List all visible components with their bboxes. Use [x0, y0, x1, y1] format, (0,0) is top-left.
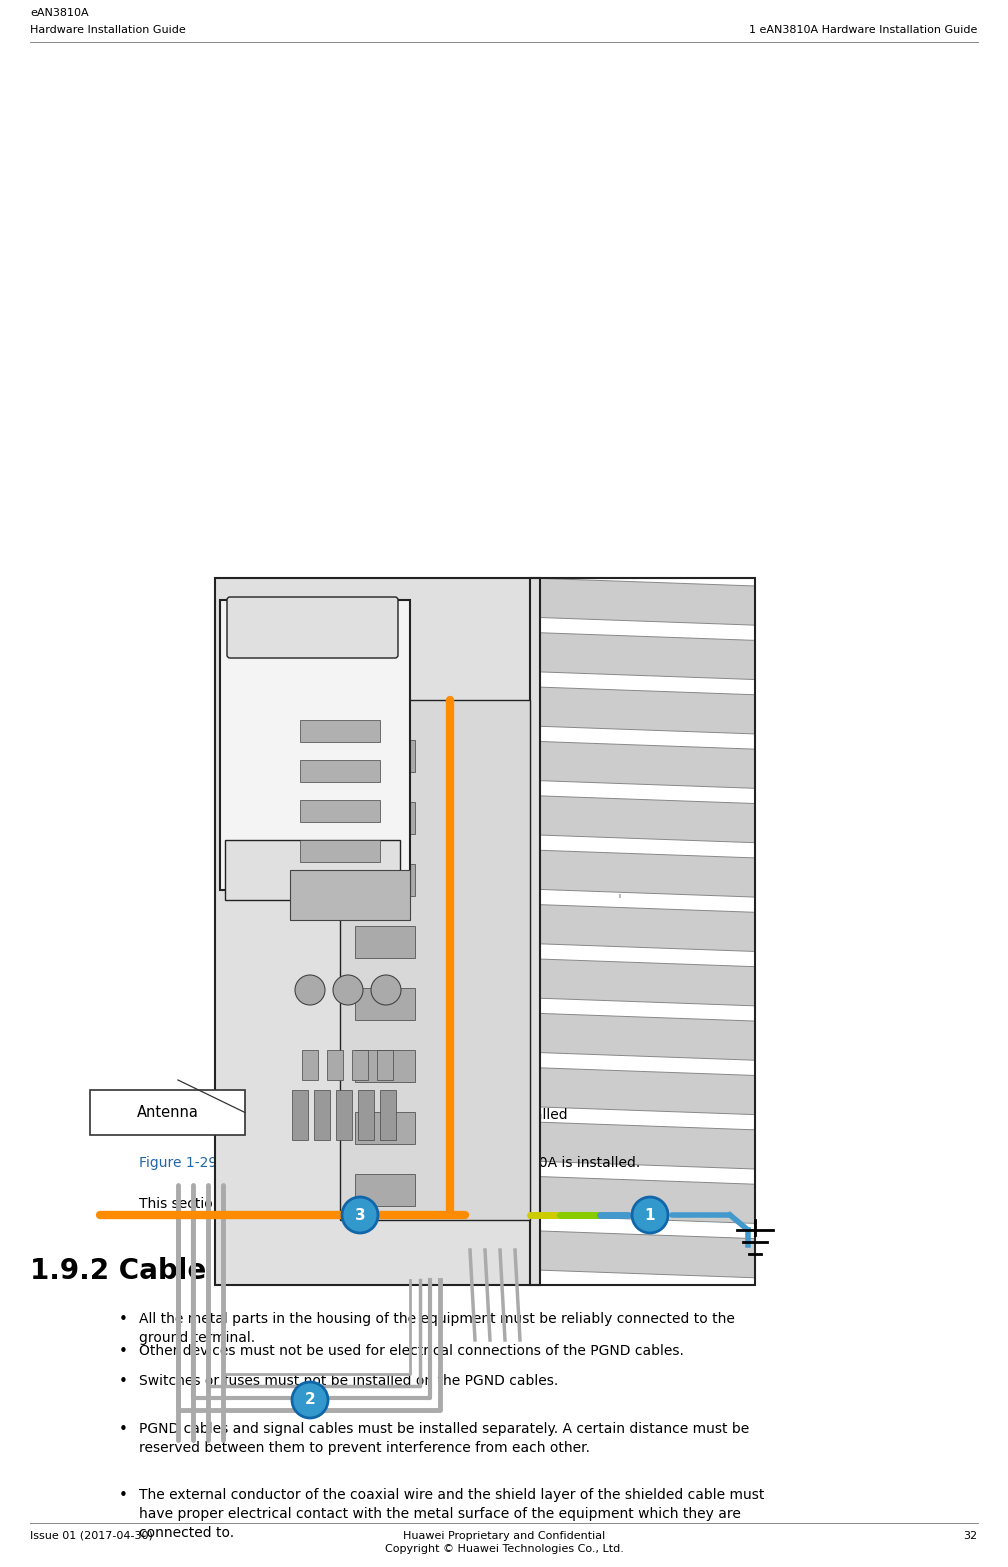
Text: •: •: [119, 1312, 128, 1327]
Bar: [300, 719, 380, 743]
Polygon shape: [530, 1122, 755, 1169]
Polygon shape: [220, 600, 410, 890]
Polygon shape: [530, 1014, 755, 1061]
Text: Huawei Proprietary and Confidential
Copyright © Huawei Technologies Co., Ltd.: Huawei Proprietary and Confidential Copy…: [385, 1531, 623, 1554]
Bar: [352, 1050, 368, 1080]
Bar: [302, 1050, 318, 1080]
Text: 2: 2: [304, 1393, 316, 1407]
Circle shape: [295, 975, 325, 1004]
Circle shape: [333, 975, 363, 1004]
Polygon shape: [530, 849, 755, 896]
Bar: [292, 1091, 308, 1141]
Text: Switches or fuses must not be installed on the PGND cables.: Switches or fuses must not be installed …: [139, 1374, 558, 1388]
Bar: [355, 1050, 415, 1081]
Text: ': ': [618, 893, 622, 907]
Text: Figure 1-29: Figure 1-29: [139, 1108, 229, 1122]
FancyBboxPatch shape: [227, 597, 398, 658]
Bar: [358, 1091, 374, 1141]
Text: Cable connections when an eAN3810A is installed: Cable connections when an eAN3810A is in…: [216, 1108, 568, 1122]
Bar: [327, 1050, 343, 1080]
Text: 1: 1: [645, 1208, 655, 1222]
Circle shape: [292, 1382, 328, 1418]
Bar: [355, 863, 415, 896]
Bar: [215, 578, 540, 1285]
Bar: [355, 802, 415, 834]
Bar: [530, 578, 755, 1285]
Bar: [300, 801, 380, 823]
Polygon shape: [530, 1230, 755, 1277]
Text: Antenna: Antenna: [136, 1105, 199, 1120]
Bar: [355, 740, 415, 773]
Text: 3: 3: [355, 1208, 365, 1222]
Text: All the metal parts in the housing of the equipment must be reliably connected t: All the metal parts in the housing of th…: [139, 1312, 735, 1344]
Bar: [355, 926, 415, 957]
Bar: [355, 989, 415, 1020]
Polygon shape: [530, 686, 755, 733]
Polygon shape: [530, 1177, 755, 1224]
Polygon shape: [530, 741, 755, 788]
Text: This section describes eAN3810A cable connections.: This section describes eAN3810A cable co…: [139, 1197, 504, 1211]
Bar: [90, 1091, 245, 1135]
Circle shape: [371, 975, 401, 1004]
Bar: [377, 1050, 393, 1080]
Text: 32: 32: [964, 1531, 978, 1540]
Text: 1.9.2 Cable Connections: 1.9.2 Cable Connections: [30, 1257, 408, 1285]
Polygon shape: [530, 959, 755, 1006]
Bar: [300, 760, 380, 782]
Text: •: •: [119, 1374, 128, 1390]
Text: shows the cable connections when an eAN3810A is installed.: shows the cable connections when an eAN3…: [212, 1156, 640, 1171]
Circle shape: [632, 1197, 668, 1233]
Text: The external conductor of the coaxial wire and the shield layer of the shielded : The external conductor of the coaxial wi…: [139, 1489, 764, 1540]
Bar: [336, 1091, 352, 1141]
Text: eAN3810A: eAN3810A: [30, 8, 89, 17]
Text: Other devices must not be used for electrical connections of the PGND cables.: Other devices must not be used for elect…: [139, 1344, 684, 1359]
Bar: [355, 1174, 415, 1207]
Polygon shape: [530, 578, 755, 625]
Polygon shape: [225, 840, 400, 899]
Polygon shape: [530, 1067, 755, 1114]
Text: PGND cables and signal cables must be installed separately. A certain distance m: PGND cables and signal cables must be in…: [139, 1423, 749, 1456]
Text: Figure 1-29: Figure 1-29: [139, 1156, 218, 1171]
Text: Issue 01 (2017-04-30): Issue 01 (2017-04-30): [30, 1531, 153, 1540]
Bar: [355, 1113, 415, 1144]
Polygon shape: [530, 796, 755, 843]
Text: •: •: [119, 1423, 128, 1437]
Text: •: •: [119, 1344, 128, 1360]
Text: Hardware Installation Guide: Hardware Installation Guide: [30, 25, 186, 34]
Bar: [380, 1091, 396, 1141]
Text: •: •: [119, 1489, 128, 1503]
Bar: [300, 840, 380, 862]
Polygon shape: [530, 904, 755, 951]
Bar: [314, 1091, 330, 1141]
Circle shape: [342, 1197, 378, 1233]
Polygon shape: [530, 633, 755, 680]
Bar: [340, 700, 530, 1221]
Text: 1 eAN3810A Hardware Installation Guide: 1 eAN3810A Hardware Installation Guide: [749, 25, 978, 34]
Bar: [290, 870, 410, 920]
